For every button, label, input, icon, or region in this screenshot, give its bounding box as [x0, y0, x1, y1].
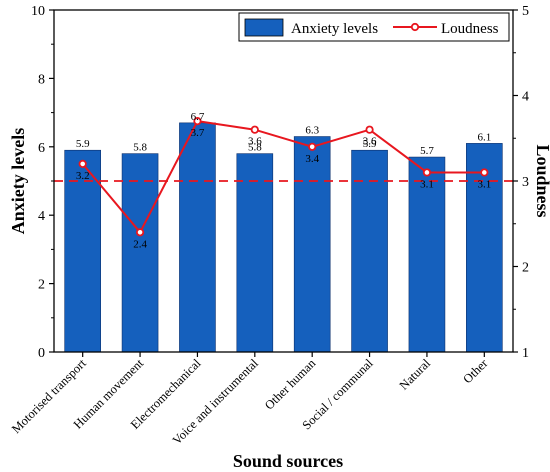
bar-8 [466, 143, 503, 353]
legend-bar-swatch [244, 18, 284, 37]
bar-5 [293, 136, 331, 353]
loudness-value-label-5: 3.4 [305, 153, 319, 165]
bar-value-label-8: 6.1 [477, 131, 491, 143]
y-tick-label-8: 8 [38, 72, 45, 87]
loudness-point-3 [193, 117, 202, 126]
bar-1 [64, 149, 101, 353]
x-axis-title: Sound sources [233, 451, 343, 471]
bar-value-label-7: 5.7 [420, 145, 434, 157]
bar-value-label-4: 5.8 [248, 142, 262, 154]
x-tick-label-5: Other human [262, 356, 319, 413]
loudness-value-label-6: 3.6 [363, 136, 377, 148]
bar-4 [236, 153, 274, 353]
y-tick-label-6: 6 [38, 141, 45, 156]
legend-line-marker [410, 22, 420, 32]
y2-tick-label-3: 3 [522, 175, 529, 190]
loudness-value-label-1: 3.2 [76, 170, 90, 182]
loudness-point-4 [250, 125, 259, 134]
bar-2 [121, 153, 159, 353]
loudness-point-6 [365, 125, 374, 134]
y2-tick-label-1: 1 [522, 346, 529, 361]
y2-tick-label-5: 5 [522, 4, 529, 19]
loudness-point-8 [480, 168, 489, 177]
loudness-point-7 [422, 168, 432, 177]
legend-frame [238, 12, 510, 42]
loudness-point-5 [308, 142, 317, 151]
legend-line-label: Loudness [441, 21, 499, 37]
loudness-value-label-8: 3.1 [477, 178, 491, 190]
y2-tick-label-2: 2 [522, 261, 529, 276]
legend-bar-label: Anxiety levels [291, 21, 378, 37]
bar-6 [351, 149, 388, 353]
bar-value-label-2: 5.8 [133, 142, 147, 154]
x-tick-label-8: Other [460, 356, 491, 387]
bar-value-label-5: 6.3 [305, 125, 319, 137]
loudness-line-group [78, 117, 489, 237]
bar-value-label-6: 5.9 [363, 138, 377, 150]
bar-7 [408, 156, 446, 353]
x-tick-label-7: Natural [397, 356, 434, 393]
loudness-value-label-2: 2.4 [133, 238, 147, 250]
loudness-value-label-7: 3.1 [420, 178, 434, 190]
loudness-point-1 [78, 159, 87, 168]
bar-value-label-3: 6.7 [191, 111, 205, 123]
loudness-point-2 [135, 228, 145, 237]
y2-axis-title: Loudness [533, 144, 550, 217]
y-tick-label-0: 0 [38, 346, 45, 361]
bar-value-label-1: 5.9 [76, 138, 90, 150]
loudness-value-label-3: 3.7 [191, 127, 205, 139]
y2-tick-label-4: 4 [522, 90, 529, 105]
y-axis-title: Anxiety levels [8, 128, 28, 234]
y-tick-label-4: 4 [38, 209, 45, 224]
y-tick-label-2: 2 [38, 278, 45, 293]
loudness-value-label-4: 3.6 [248, 136, 262, 148]
loudness-line [81, 120, 485, 235]
legend: Anxiety levels Loudness [238, 12, 510, 42]
data-label-group: 5.9 5.8 6.7 5.8 6.3 5.9 5.7 6.1 3.2 2.4 3.7 3.6 3.4 3… [76, 111, 491, 250]
bar-3 [179, 122, 216, 353]
bar-group [64, 122, 503, 353]
y-tick-label-10: 10 [31, 4, 45, 19]
